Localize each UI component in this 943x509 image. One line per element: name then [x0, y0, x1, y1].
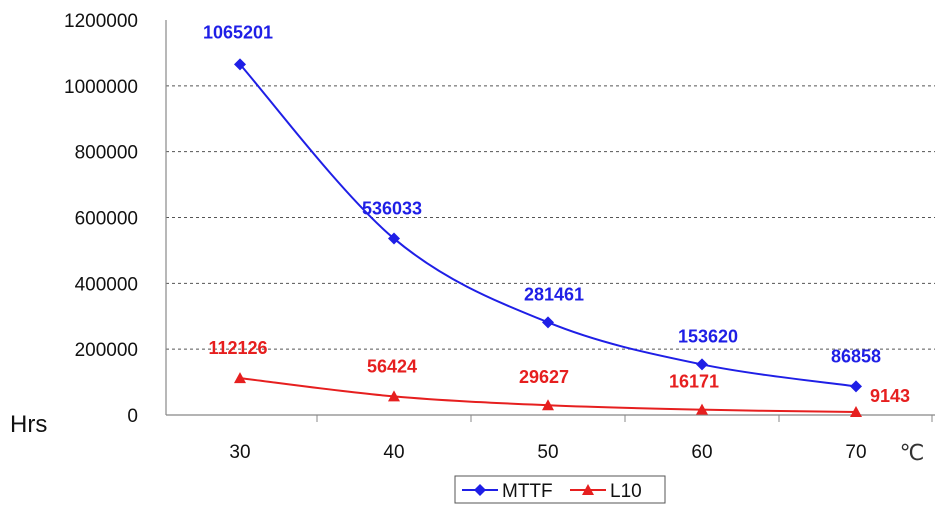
data-label: 153620	[678, 326, 738, 346]
x-tick-label: 50	[537, 442, 558, 463]
y-axis-title: Hrs	[10, 411, 47, 438]
data-point-l10	[850, 405, 862, 417]
legend-marker-l10	[582, 484, 594, 495]
x-axis-title: ℃	[900, 440, 925, 465]
data-label: 86858	[831, 346, 881, 366]
data-point-l10	[234, 372, 246, 384]
y-tick-label: 200000	[75, 340, 138, 361]
data-label: 9143	[870, 386, 910, 406]
legend-label: L10	[610, 481, 642, 502]
data-point-mttf	[542, 316, 554, 329]
data-point-mttf	[696, 358, 708, 371]
data-point-l10	[696, 403, 708, 415]
data-label: 536033	[362, 199, 422, 219]
y-tick-label: 800000	[75, 143, 138, 164]
legend-label: MTTF	[502, 481, 553, 502]
x-tick-label: 40	[383, 442, 404, 463]
data-label: 112126	[208, 338, 267, 358]
data-point-l10	[388, 390, 400, 402]
y-tick-label: 1000000	[64, 77, 138, 98]
data-label: 29627	[519, 367, 569, 387]
legend-marker-mttf	[474, 484, 486, 496]
x-tick-label: 30	[229, 442, 250, 463]
x-tick-label: 60	[691, 442, 712, 463]
data-point-mttf	[850, 380, 862, 393]
y-tick-label: 0	[127, 406, 138, 427]
data-label: 1065201	[203, 22, 273, 42]
data-label: 16171	[669, 372, 719, 392]
data-label: 281461	[524, 284, 584, 304]
y-tick-label: 1200000	[64, 11, 138, 32]
y-tick-label: 600000	[75, 209, 138, 230]
data-point-mttf	[388, 232, 400, 245]
series-line-mttf	[239, 63, 857, 388]
x-tick-label: 70	[845, 442, 866, 463]
data-point-l10	[542, 399, 554, 411]
data-label: 56424	[367, 356, 417, 376]
legend-box	[454, 475, 666, 504]
data-point-mttf	[234, 58, 246, 71]
y-tick-label: 400000	[75, 274, 138, 295]
